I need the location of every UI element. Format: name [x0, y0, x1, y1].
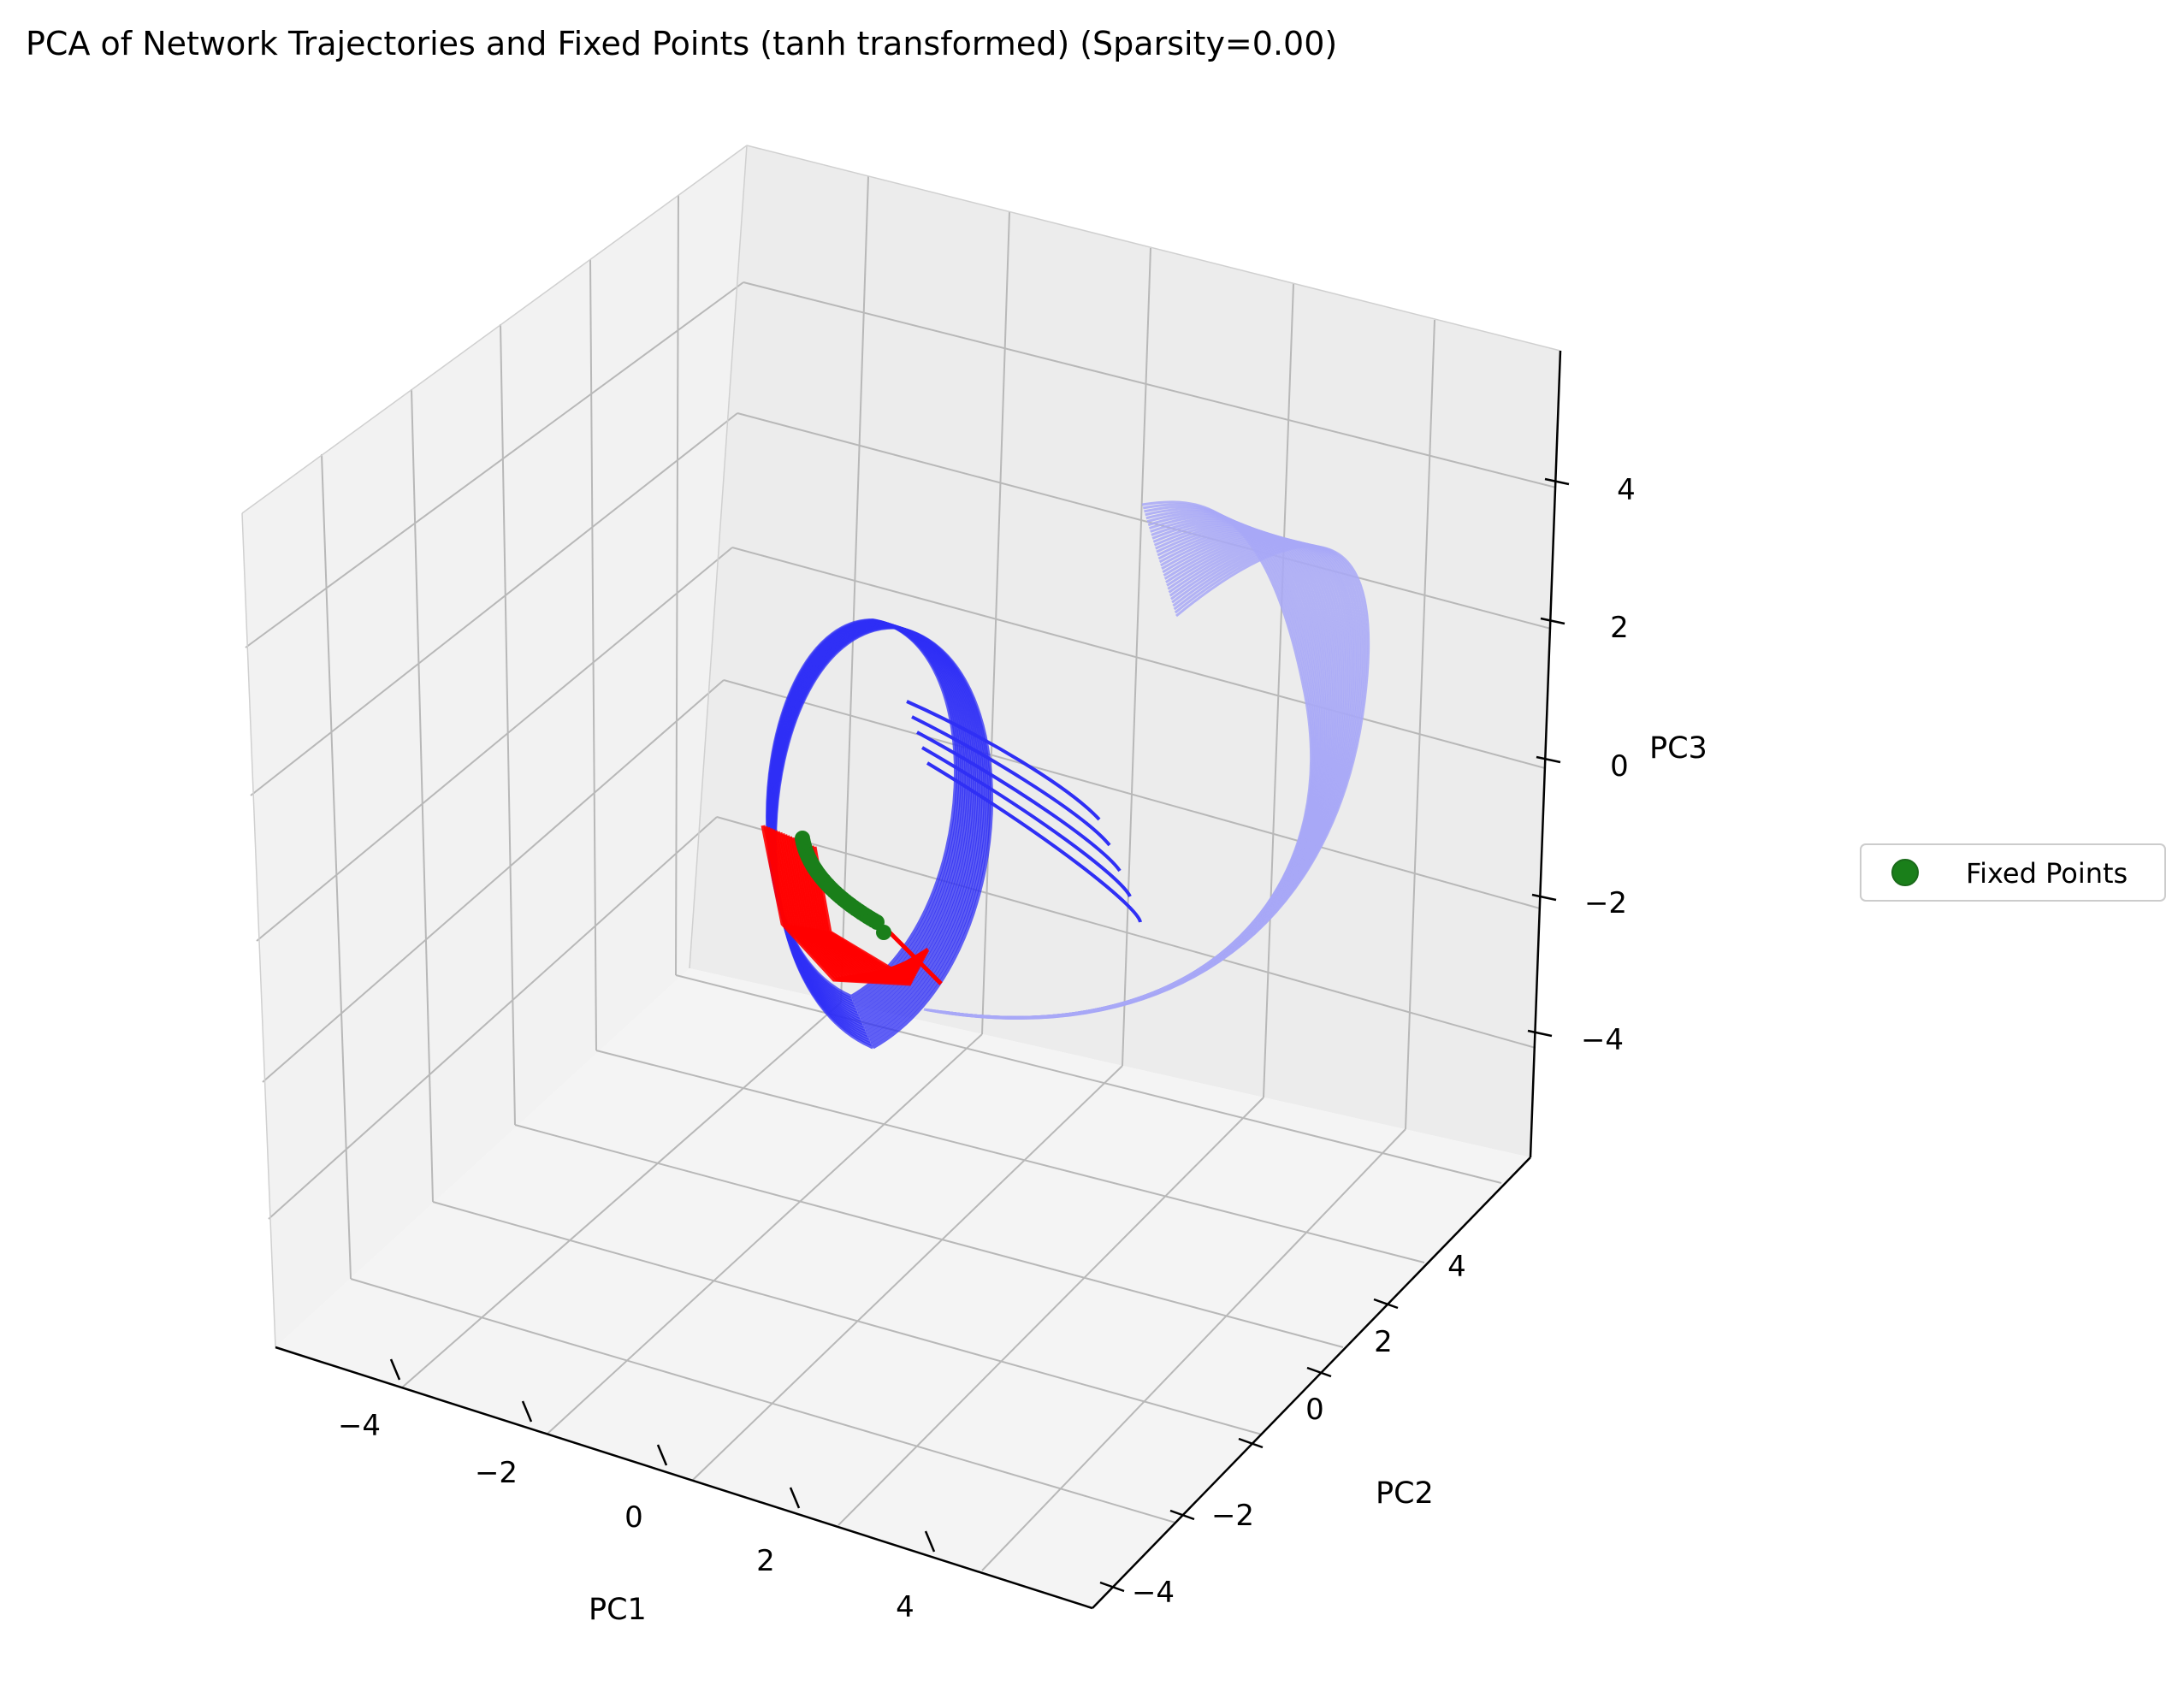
pc2-tick-mark — [1373, 1298, 1399, 1310]
grid-line — [514, 1124, 1344, 1348]
grid-line — [321, 453, 352, 1280]
pc2-tick-mark — [1169, 1509, 1195, 1521]
pane-edge — [689, 145, 748, 969]
grid-line — [401, 1002, 842, 1388]
trajectory-line — [911, 715, 1111, 847]
pane-edge — [241, 512, 276, 1348]
pane-edge — [241, 145, 748, 514]
pc2-tick-label: 2 — [1374, 1325, 1393, 1359]
pc3-tick-mark — [1531, 893, 1557, 902]
trajectory-line — [888, 931, 943, 985]
grid-line — [547, 1033, 983, 1435]
pc1-tick-label: 0 — [624, 1500, 643, 1535]
pc1-tick-label: 2 — [756, 1544, 775, 1578]
grid-line — [595, 1050, 1425, 1263]
pc3-axis-label: PC3 — [1649, 731, 1708, 766]
trajectory-line — [921, 746, 1132, 897]
pc1-tick-mark — [789, 1487, 801, 1509]
grid-line — [692, 1065, 1123, 1481]
floor-pane — [275, 968, 1530, 1608]
pc1-tick-label: 4 — [896, 1590, 914, 1624]
axis-lines — [275, 350, 1562, 1610]
pc1-tick-label: −2 — [475, 1456, 518, 1490]
pc1-axis-line — [275, 1346, 1093, 1610]
pc3-tick-label: 2 — [1610, 611, 1629, 645]
grid-line — [432, 1201, 1263, 1435]
pane-edges — [241, 145, 1561, 1348]
pc1-tick-mark — [389, 1358, 401, 1381]
grid-line — [675, 974, 1502, 1184]
pc1-tick-mark — [521, 1400, 533, 1423]
grid-line — [268, 816, 718, 1220]
legend-frame — [1860, 843, 2166, 902]
grid-line — [411, 388, 434, 1203]
grid-lines — [245, 175, 1557, 1571]
pc3-axis-line — [1529, 350, 1562, 1158]
grid-line — [262, 679, 725, 1083]
pc3-tick-mark — [1527, 1029, 1553, 1038]
pc1-axis-label: PC1 — [589, 1593, 647, 1627]
grid-line — [737, 412, 1552, 630]
pc3-tick-mark — [1544, 477, 1570, 486]
grid-line — [981, 1128, 1406, 1571]
legend: Fixed Points — [1860, 843, 2166, 902]
trajectory-line — [916, 731, 1122, 873]
tick-labels: −4 −2 0 2 4 −4 −2 0 2 4 −4 −2 0 2 4 — [338, 473, 1636, 1624]
legend-marker-fixed-points — [1891, 859, 1919, 886]
grid-line — [675, 194, 679, 976]
left-pane — [242, 145, 747, 1347]
pc1-tick-mark — [656, 1444, 668, 1466]
pc3-tick-label: 0 — [1610, 749, 1629, 784]
pc2-tick-label: −2 — [1211, 1499, 1254, 1533]
trajectory-line — [906, 700, 1101, 821]
pc1-tick-mark — [924, 1530, 936, 1553]
grid-line — [716, 816, 1536, 1049]
fixed-point — [876, 925, 891, 940]
pc3-tick-label: −4 — [1581, 1023, 1624, 1057]
pc2-axis-line — [1092, 1157, 1531, 1609]
pc2-tick-mark — [1306, 1366, 1332, 1378]
grid-line — [589, 258, 597, 1051]
axes-panes — [242, 145, 1560, 1608]
pc3-tick-mark — [1540, 617, 1565, 625]
pc2-tick-mark — [1099, 1581, 1125, 1593]
pc2-axis-label: PC2 — [1376, 1476, 1434, 1511]
plot-area — [761, 500, 1370, 1050]
grid-line — [250, 412, 738, 796]
grid-line — [837, 1097, 1264, 1526]
pc3-tick-label: 4 — [1617, 473, 1636, 507]
grid-line — [723, 679, 1541, 909]
pc3-tick-label: −2 — [1584, 886, 1627, 920]
pc2-tick-label: 0 — [1305, 1393, 1324, 1427]
pane-edge — [746, 145, 1561, 352]
trajectory-line — [926, 761, 1142, 923]
legend-label-fixed-points: Fixed Points — [1966, 857, 2128, 890]
chart-title: PCA of Network Trajectories and Fixed Po… — [26, 25, 1337, 62]
pc2-tick-mark — [1238, 1437, 1264, 1449]
pc2-tick-label: 4 — [1447, 1250, 1466, 1284]
grid-line — [500, 323, 516, 1126]
tick-marks — [389, 477, 1570, 1593]
trajectory-line — [974, 500, 1313, 1020]
pc1-tick-label: −4 — [338, 1409, 381, 1443]
grid-line — [840, 175, 869, 1003]
pc3-tick-mark — [1536, 755, 1561, 764]
pc2-tick-label: −4 — [1132, 1576, 1175, 1610]
grid-line — [245, 281, 744, 648]
back-pane — [690, 145, 1560, 1157]
grid-line — [743, 281, 1557, 488]
grid-line — [256, 547, 733, 942]
grid-line — [350, 1278, 1176, 1523]
grid-line — [731, 547, 1546, 769]
